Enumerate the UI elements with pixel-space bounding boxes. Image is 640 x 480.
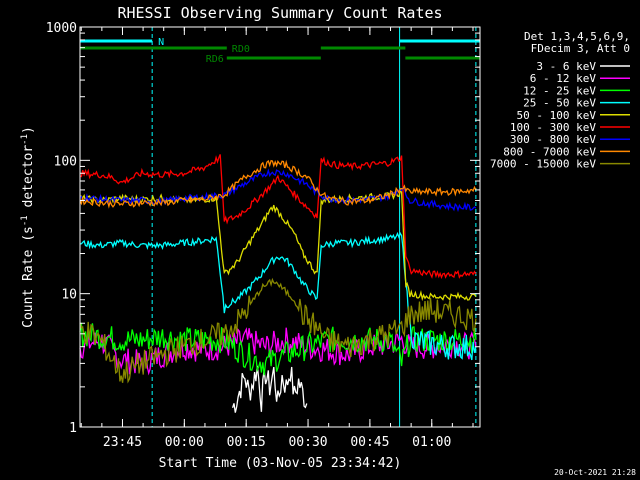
plot-area: N RD0 RD6 [79,27,480,427]
y-axis: 1 10 100 1000 [46,21,480,436]
legend-label-5: 100 - 300 keV [510,121,596,134]
x-tick-label: 00:30 [288,435,327,450]
y-axis-label-tail: detector [21,145,36,216]
legend-header-line-1: Det 1,3,4,5,6,9, [524,30,630,43]
y-tick-label: 10 [61,288,77,303]
series-line-1 [79,327,477,376]
y-axis-label-main: Count Rate (s [21,226,36,328]
legend-label-1: 6 - 12 keV [530,72,597,85]
timestamp: 20-Oct-2021 21:28 [554,468,636,477]
y-tick-label: 1000 [46,21,77,36]
chart-title: RHESSI Observing Summary Count Rates [117,4,442,22]
legend: Det 1,3,4,5,6,9, FDecim 3, Att 0 3 - 6 k… [490,30,630,171]
x-tick-label: 00:15 [227,435,266,450]
series-line-0 [231,365,308,413]
flag-label-rd6: RD6 [206,54,224,65]
y-tick-label: 1 [69,421,77,436]
x-tick-label: 00:45 [350,435,389,450]
y-axis-label: Count Rate (s-1 detector-1) [20,126,36,328]
y-axis-label-exponent-2: -1 [20,134,30,145]
plot-frame [79,26,481,428]
series-line-2 [79,322,477,376]
x-tick-label: 23:45 [103,435,142,450]
legend-label-0: 3 - 6 keV [536,60,596,73]
series-line-7 [79,159,477,209]
x-tick-label: 01:00 [412,435,451,450]
flag-label-n: N [158,37,164,48]
y-tick-label: 100 [54,154,77,169]
legend-header-line-2: FDecim 3, Att 0 [531,42,630,55]
flag-label-rd0: RD0 [232,44,250,55]
legend-label-8: 7000 - 15000 keV [490,158,596,171]
x-axis-label: Start Time (03-Nov-05 23:34:42) [159,456,402,471]
legend-label-7: 800 - 7000 keV [503,145,596,158]
series-line-4 [79,190,477,302]
x-tick-label: 00:00 [165,435,204,450]
legend-label-2: 12 - 25 keV [523,84,596,97]
legend-label-6: 300 - 800 keV [510,133,596,146]
series-line-5 [79,154,477,280]
y-axis-label-exponent: -1 [20,215,30,226]
y-axis-label-close: ) [21,126,36,134]
series-line-8 [79,277,477,384]
x-axis: 23:45 00:00 00:15 00:30 00:45 01:00 [80,27,474,450]
legend-label-4: 50 - 100 keV [517,109,597,122]
legend-label-3: 25 - 50 keV [523,97,596,110]
